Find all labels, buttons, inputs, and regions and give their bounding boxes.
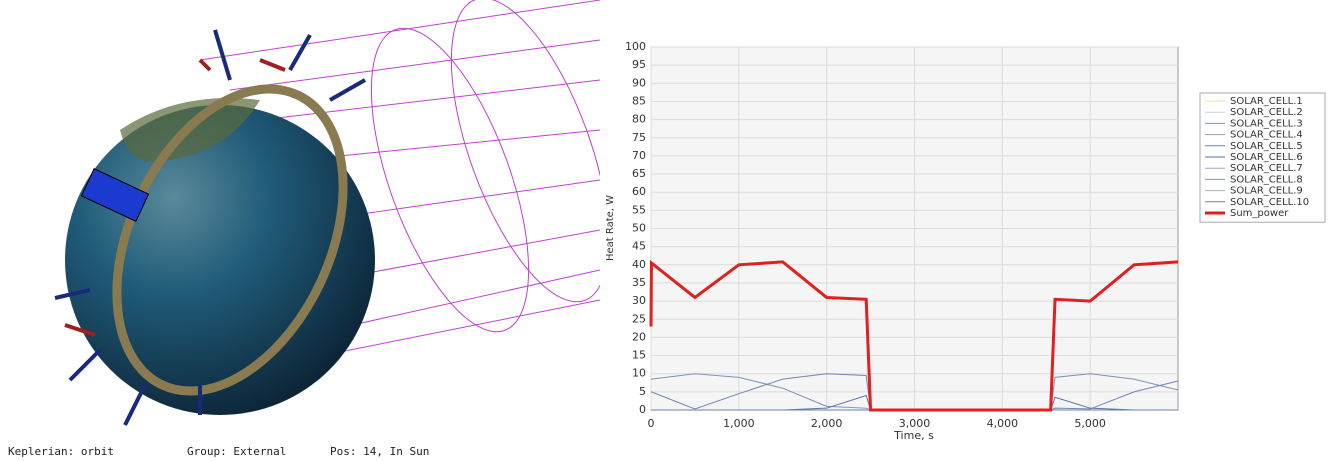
legend-label: SOLAR_CELL.10 (1230, 197, 1309, 208)
y-tick-label: 20 (632, 330, 646, 343)
legend-label: SOLAR_CELL.5 (1230, 141, 1303, 152)
legend-label: SOLAR_CELL.9 (1230, 186, 1303, 197)
status-group: Group: External (187, 445, 286, 458)
y-tick-label: 35 (632, 276, 646, 289)
y-tick-label: 25 (632, 312, 646, 325)
screen: Keplerian: orbit Group: External Pos: 14… (0, 0, 1335, 461)
x-axis-label: Time, s (893, 429, 934, 442)
status-orbit: Keplerian: orbit (8, 445, 114, 458)
y-axis-label: Heat Rate, W (605, 195, 616, 261)
x-tick-label: 0 (648, 417, 655, 430)
y-tick-label: 40 (632, 258, 646, 271)
chart: Heat Rate, W Time, s 0 5 10 15 20 25 30 35 40 45 5… (600, 0, 1335, 461)
y-tick-label: 0 (639, 403, 646, 416)
y-tick-label: 55 (632, 203, 646, 216)
y-tick-label: 100 (625, 40, 646, 53)
y-tick-label: 45 (632, 240, 646, 253)
x-tick-label: 2,000 (811, 417, 843, 430)
y-tick-label: 15 (632, 349, 646, 362)
legend-label: SOLAR_CELL.2 (1230, 107, 1303, 118)
legend-label: SOLAR_CELL.1 (1230, 96, 1303, 107)
y-tick-label: 60 (632, 185, 646, 198)
status-position: Pos: 14, In Sun (330, 445, 429, 458)
legend-label: Sum_power (1230, 208, 1289, 219)
x-tick-label: 5,000 (1074, 417, 1106, 430)
x-tick-label: 4,000 (987, 417, 1019, 430)
legend-label: SOLAR_CELL.4 (1230, 130, 1303, 141)
legend-label: SOLAR_CELL.8 (1230, 174, 1303, 185)
y-tick-label: 90 (632, 76, 646, 89)
orbit-view: Keplerian: orbit Group: External Pos: 14… (0, 0, 600, 461)
x-tick-label: 1,000 (723, 417, 755, 430)
y-tick-label: 10 (632, 367, 646, 380)
legend-label: SOLAR_CELL.6 (1230, 152, 1303, 163)
y-tick-label: 70 (632, 149, 646, 162)
y-tick-label: 30 (632, 294, 646, 307)
legend-label: SOLAR_CELL.3 (1230, 118, 1303, 129)
y-tick-label: 95 (632, 58, 646, 71)
y-tick-label: 80 (632, 113, 646, 126)
y-tick-label: 75 (632, 131, 646, 144)
y-tick-label: 65 (632, 167, 646, 180)
x-tick-label: 3,000 (899, 417, 931, 430)
y-tick-label: 50 (632, 222, 646, 235)
legend-label: SOLAR_CELL.7 (1230, 163, 1303, 174)
y-tick-label: 85 (632, 94, 646, 107)
y-tick-label: 5 (639, 385, 646, 398)
